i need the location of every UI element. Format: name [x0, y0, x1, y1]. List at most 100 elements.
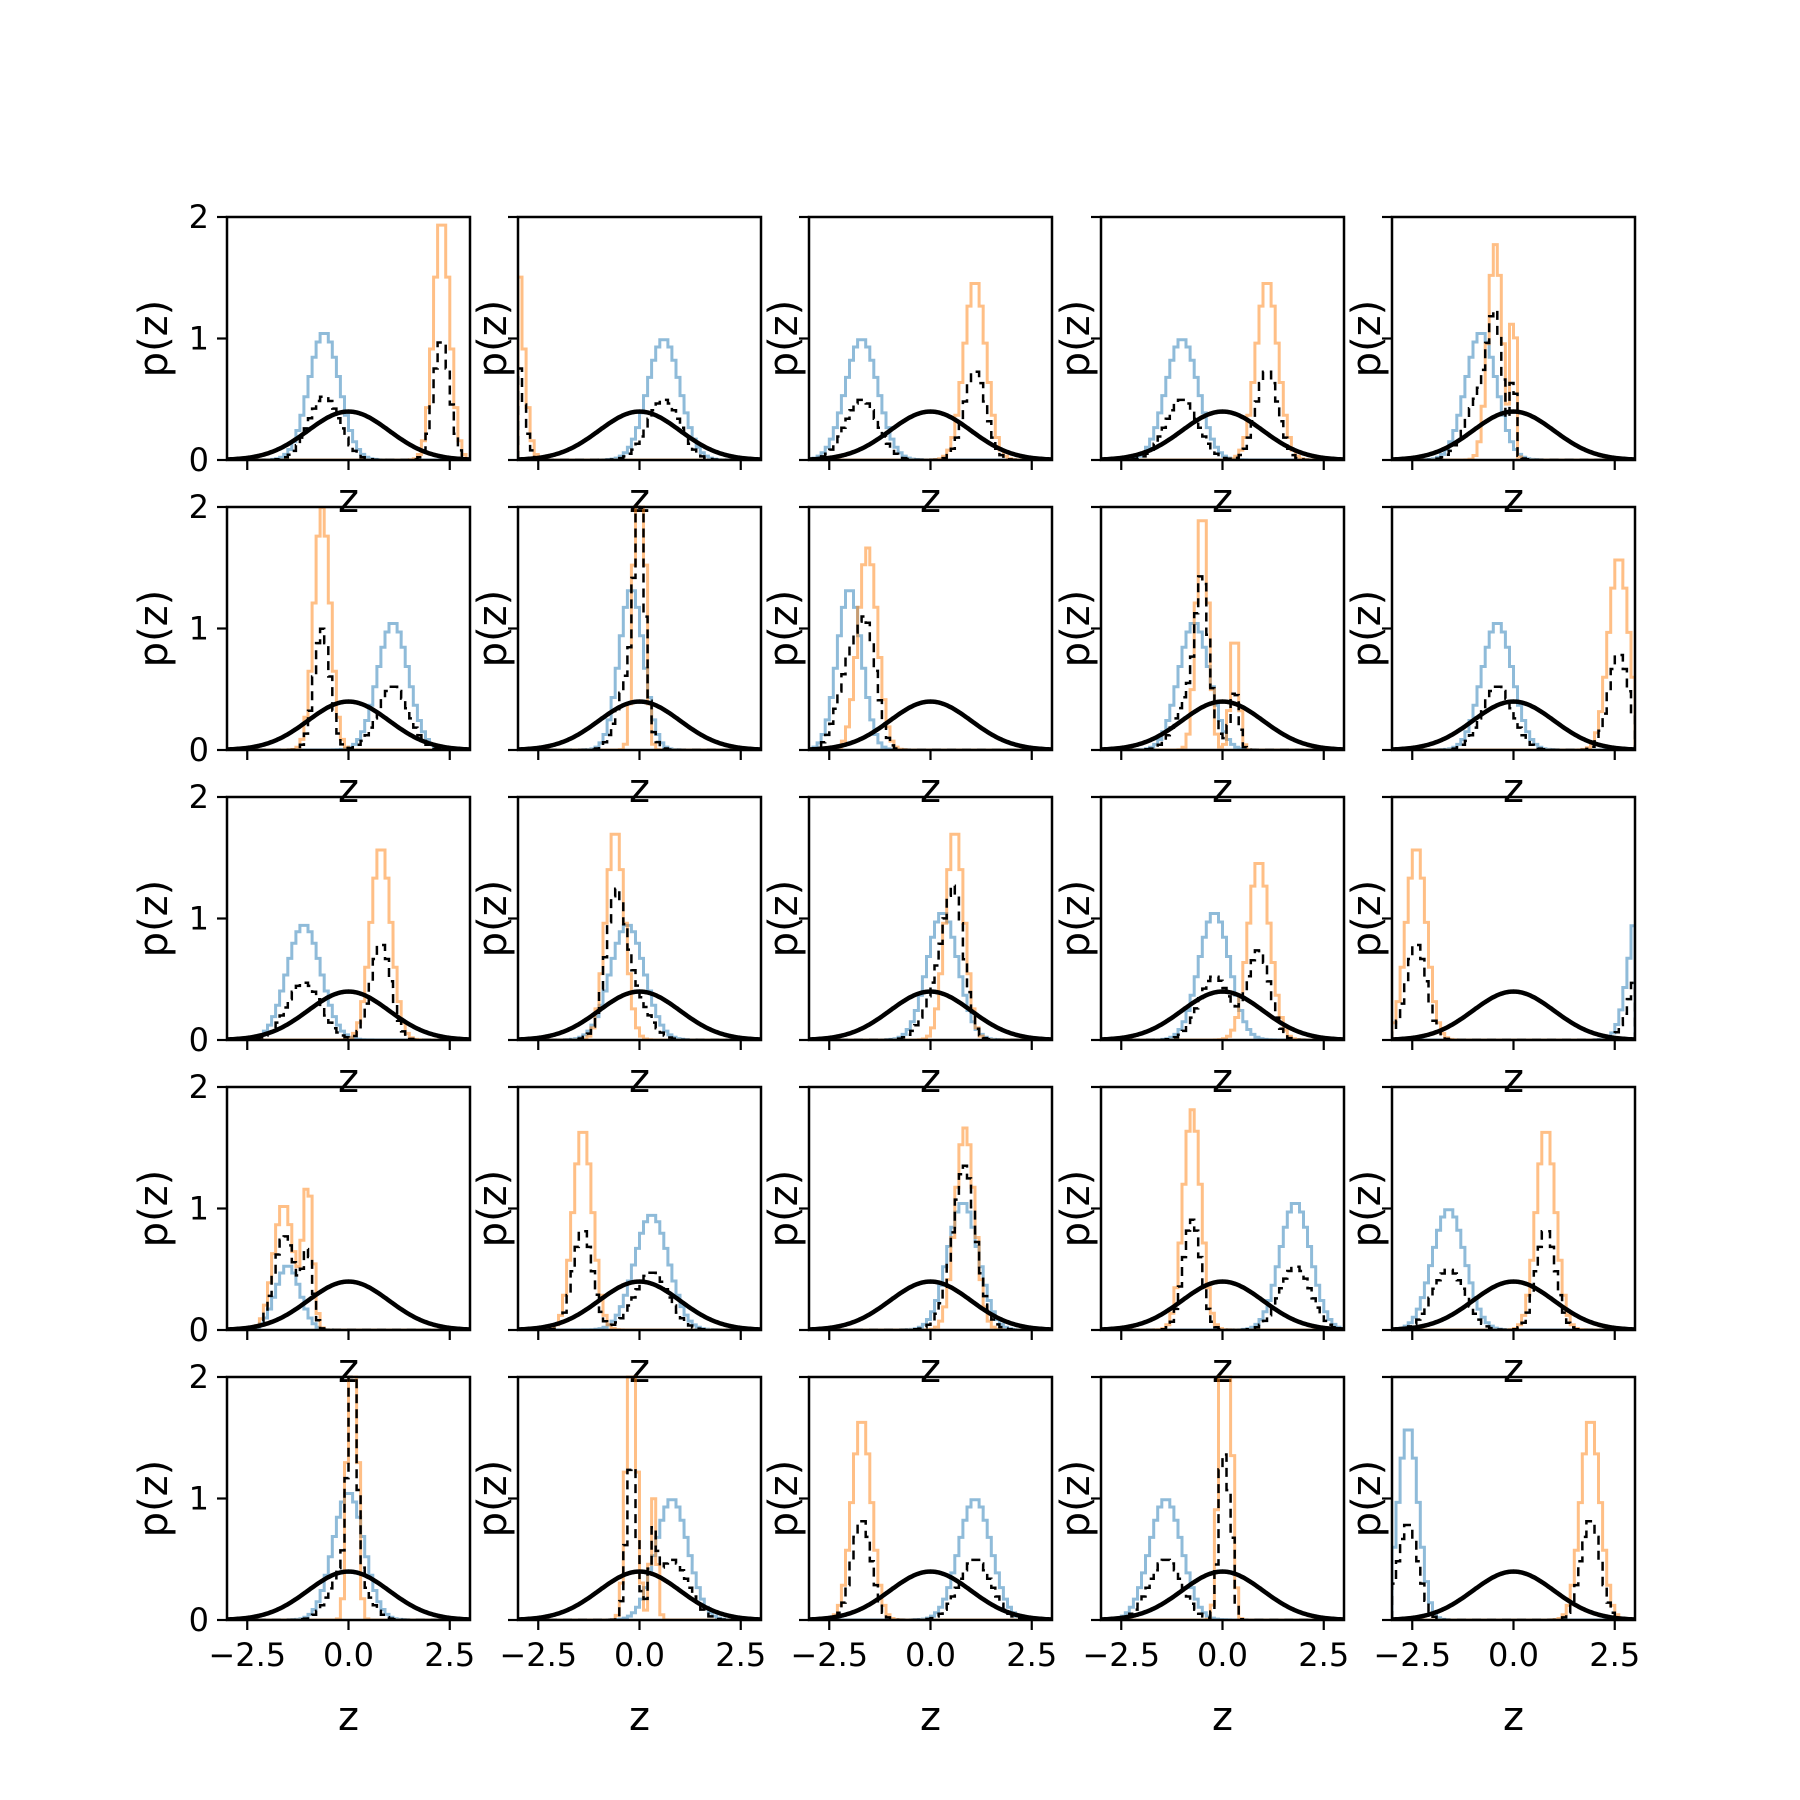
class-a-histogram: [518, 923, 761, 1040]
class-b-histogram: [809, 1126, 1052, 1330]
prior-curve: [227, 989, 470, 1040]
x-axis-label: z: [338, 1056, 359, 1102]
x-axis-label: z: [1212, 766, 1233, 812]
panel-1-5: p(z) z: [1344, 215, 1637, 522]
x-axis-label: z: [1212, 476, 1233, 522]
x-tick-label: 2.5: [1006, 1636, 1057, 1674]
prior-curve: [1392, 1279, 1635, 1330]
axes-frame: [807, 215, 1054, 462]
x-axis-label: z: [338, 476, 359, 522]
y-tick-label: 1: [189, 900, 209, 938]
class-b-histogram: [1392, 558, 1635, 750]
panel-3-1: 0 1 2 p(z) z: [131, 778, 472, 1102]
class-b-histogram: [227, 1187, 470, 1330]
axes-frame: [807, 505, 1054, 752]
plot-area: [809, 1126, 1052, 1330]
y-axis-label: p(z): [761, 590, 807, 668]
x-tick-label: −2.5: [1082, 1636, 1160, 1674]
panel-5-3: −2.5 0.0 2.5 p(z) z: [761, 1375, 1057, 1740]
mixture-histogram: [809, 884, 1052, 1040]
mixture-histogram: [1101, 949, 1344, 1040]
plot-area: [1392, 848, 1635, 1040]
panel-5-1: −2.5 0.0 2.5 0 1 2 p(z) z: [131, 1358, 475, 1740]
y-axis-label: p(z): [1344, 1170, 1390, 1248]
class-a-histogram: [1101, 1202, 1344, 1330]
panel-5-2: −2.5 0.0 2.5 p(z) z: [470, 1375, 766, 1740]
y-axis-label: p(z): [131, 880, 177, 958]
prior-curve: [809, 1569, 1052, 1620]
x-axis-label: z: [1503, 476, 1524, 522]
mixture-histogram: [518, 887, 761, 1040]
x-axis-label: z: [629, 476, 650, 522]
plot-area: [1101, 862, 1344, 1040]
class-b-histogram: [518, 832, 761, 1040]
y-axis-label: p(z): [470, 1170, 516, 1248]
y-axis-label: p(z): [1344, 300, 1390, 378]
x-axis-label: z: [920, 1346, 941, 1392]
axes-frame: [1099, 215, 1346, 462]
y-axis-label: p(z): [1053, 880, 1099, 958]
class-b-histogram: [1101, 862, 1344, 1040]
axes-frame: [1099, 795, 1346, 1042]
x-tick-label: 0.0: [905, 1636, 956, 1674]
x-axis-label: z: [920, 1694, 941, 1740]
plot-area: [227, 223, 470, 460]
plot-area: [227, 1375, 470, 1620]
x-axis-label: z: [1212, 1694, 1233, 1740]
y-axis-label: p(z): [131, 300, 177, 378]
class-b-histogram: [227, 1375, 470, 1620]
plot-area: [1101, 519, 1344, 750]
panel-4-5: p(z) z: [1344, 1085, 1637, 1392]
prior-curve: [809, 409, 1052, 460]
panel-3-3: p(z) z: [761, 795, 1054, 1102]
y-tick-label: 1: [189, 610, 209, 648]
class-b-histogram: [518, 275, 761, 460]
x-axis-label: z: [1503, 1056, 1524, 1102]
x-tick-label: 0.0: [323, 1636, 374, 1674]
y-tick-label: 2: [189, 198, 209, 236]
class-a-histogram: [1392, 332, 1635, 460]
y-tick-label: 2: [189, 488, 209, 526]
prior-curve: [1392, 1569, 1635, 1620]
x-tick-label: 0.0: [614, 1636, 665, 1674]
panel-3-2: p(z) z: [470, 795, 763, 1102]
y-axis-label: p(z): [1344, 590, 1390, 668]
plot-area: [518, 275, 761, 460]
plot-area: [809, 546, 1052, 750]
y-tick-label: 1: [189, 320, 209, 358]
x-tick-label: −2.5: [790, 1636, 868, 1674]
plot-area: [1392, 243, 1635, 460]
class-b-histogram: [809, 282, 1052, 460]
plot-area: [518, 505, 761, 750]
plot-area: [809, 1420, 1052, 1620]
prior-curve: [1101, 699, 1344, 750]
prior-curve: [518, 1569, 761, 1620]
x-axis-label: z: [629, 1346, 650, 1392]
x-axis-label: z: [920, 476, 941, 522]
x-axis-label: z: [1503, 766, 1524, 812]
x-tick-label: 0.0: [1488, 1636, 1539, 1674]
prior-curve: [518, 699, 761, 750]
y-tick-label: 0: [189, 1601, 209, 1639]
x-tick-label: −2.5: [499, 1636, 577, 1674]
class-a-histogram: [809, 912, 1052, 1040]
prior-curve: [809, 1279, 1052, 1330]
plot-area: [518, 1375, 761, 1620]
axes-frame: [1390, 1085, 1637, 1332]
prior-curve: [227, 1279, 470, 1330]
mixture-histogram: [1101, 1453, 1344, 1620]
y-axis-label: p(z): [761, 880, 807, 958]
axes-frame: [1390, 795, 1637, 1042]
class-b-histogram: [518, 1130, 761, 1330]
y-tick-label: 2: [189, 1068, 209, 1106]
class-b-histogram: [227, 223, 470, 460]
y-tick-label: 0: [189, 731, 209, 769]
x-axis-label: z: [629, 1056, 650, 1102]
x-axis-label: z: [1212, 1056, 1233, 1102]
y-axis-label: p(z): [470, 880, 516, 958]
panel-2-5: p(z) z: [1344, 505, 1637, 812]
x-tick-label: 2.5: [1589, 1636, 1640, 1674]
panel-4-3: p(z) z: [761, 1085, 1054, 1392]
x-axis-label: z: [338, 1346, 359, 1392]
mixture-histogram: [1101, 370, 1344, 460]
